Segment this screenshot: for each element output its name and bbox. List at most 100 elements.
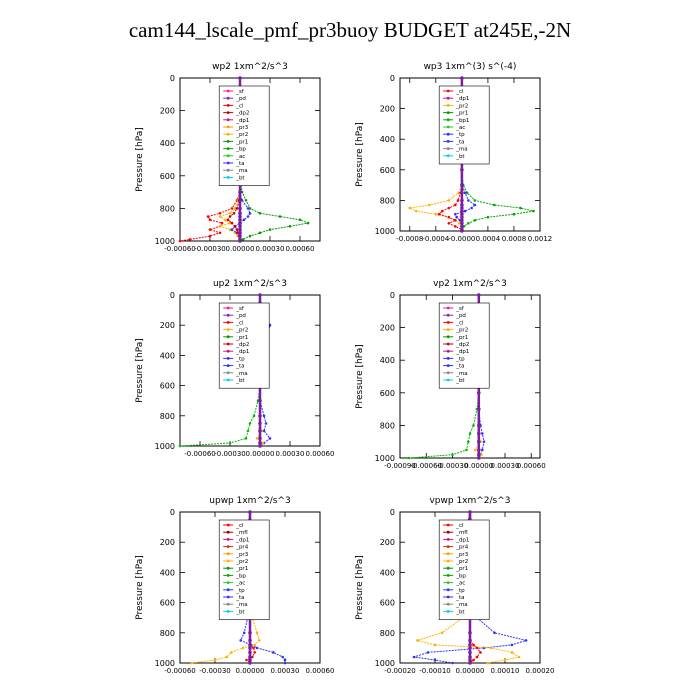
- data-point-bp: [465, 191, 469, 195]
- data-point-cl: [441, 209, 444, 213]
- y-tick-label: 1000: [375, 659, 395, 668]
- chart-panel-5: upwp 1xm^2/s^3 Pressure [hPa] 0 200 400 600 80…: [135, 496, 334, 675]
- panel-title: vpwp 1xm^2/s^3: [429, 496, 510, 506]
- legend-marker: [446, 89, 450, 93]
- legend-marker: [226, 306, 230, 310]
- data-point-bp: [467, 222, 470, 225]
- data-point-main: [468, 631, 472, 635]
- data-point-dp: [244, 437, 248, 440]
- data-point-tp: [481, 432, 484, 435]
- data-point-tp: [262, 429, 266, 433]
- data-point-pr2: [241, 646, 245, 650]
- data-point-tp: [268, 437, 272, 440]
- data-point-main: [238, 221, 242, 225]
- data-point-tp: [264, 422, 268, 425]
- data-point-cl: [454, 225, 457, 228]
- plot-frame: [179, 294, 321, 447]
- data-point-main: [460, 76, 464, 80]
- data-point-tp: [510, 643, 514, 647]
- data-point-bp: [473, 219, 477, 222]
- data-point-dp2: [235, 207, 239, 210]
- data-point-main: [468, 643, 472, 647]
- legend-marker: [226, 321, 230, 324]
- x-tick-label: 0.0012: [528, 235, 553, 243]
- y-tick-label: 0: [170, 74, 175, 83]
- data-point-cl: [252, 646, 255, 650]
- data-point-dp2: [235, 228, 239, 231]
- x-tick-label: -0.0004: [422, 235, 450, 243]
- data-point-main: [238, 214, 242, 219]
- data-point-main: [258, 398, 262, 403]
- panel-title: upwp 1xm^2/s^3: [209, 496, 290, 506]
- data-point-main: [460, 215, 464, 219]
- x-tick-label: 0.00000: [456, 667, 485, 675]
- data-point-main: [477, 407, 481, 411]
- legend-marker: [226, 125, 230, 129]
- data-point-tp: [281, 655, 285, 659]
- legend-entry: _pd: [455, 313, 466, 319]
- data-point-main: [468, 655, 472, 659]
- data-point-pr2: [228, 212, 232, 215]
- data-point-pr2: [416, 639, 419, 642]
- data-point-tp: [493, 631, 496, 635]
- data-point-pr1: [306, 221, 310, 225]
- data-point-pr2: [415, 209, 418, 213]
- legend-marker: [446, 125, 450, 129]
- y-tick-label: 400: [380, 568, 395, 577]
- legend-entry: _pr1: [235, 139, 248, 145]
- data-point-cl: [208, 218, 212, 222]
- legend-marker: [446, 104, 450, 107]
- legend-marker: [446, 574, 450, 577]
- legend-marker: [226, 610, 230, 613]
- data-point-ta: [230, 228, 234, 231]
- y-tick-label: 600: [160, 172, 175, 181]
- legend-entry: _ma: [235, 602, 247, 608]
- data-point-tp: [473, 203, 477, 207]
- legend-marker: [226, 140, 230, 143]
- data-point-main: [460, 168, 464, 172]
- data-point-pr1: [258, 231, 262, 235]
- legend-entry: _ac: [235, 154, 245, 160]
- data-point-pr2: [258, 639, 261, 642]
- legend-entry: _ac: [455, 581, 465, 587]
- data-point-main: [238, 227, 242, 232]
- data-point-main: [248, 655, 252, 659]
- data-point-main: [258, 429, 262, 433]
- y-axis-label: Pressure [hPa]: [135, 127, 145, 192]
- y-axis-label: Pressure [hPa]: [355, 555, 365, 620]
- legend-marker: [226, 357, 230, 360]
- data-point-cl: [178, 239, 182, 243]
- y-tick-label: 200: [160, 321, 175, 330]
- data-point-main: [238, 218, 242, 222]
- legend-entry: _dp1: [235, 349, 249, 355]
- data-point-pr2: [458, 222, 461, 225]
- data-point-pr1: [278, 215, 282, 218]
- y-tick-label: 600: [160, 382, 175, 391]
- data-point-pr1: [258, 212, 262, 215]
- legend-marker: [446, 321, 450, 324]
- data-point-tp: [463, 209, 467, 213]
- legend-entry: _pr1: [235, 335, 248, 341]
- x-tick-label: -0.00030: [194, 245, 225, 253]
- legend-marker: [226, 566, 230, 570]
- legend-marker: [226, 342, 230, 346]
- data-point-pr2: [428, 203, 431, 207]
- data-point-pr1: [288, 225, 292, 228]
- legend-marker: [226, 364, 230, 367]
- data-point-cl: [472, 658, 475, 662]
- data-point-main: [248, 646, 252, 650]
- y-tick-label: 800: [380, 629, 395, 638]
- data-point-main: [248, 638, 252, 643]
- data-point-main: [248, 643, 252, 647]
- data-point-main: [460, 198, 464, 203]
- data-point-tp: [283, 658, 287, 662]
- legend-entry: _sf: [235, 306, 245, 312]
- legend-entry: _ta: [455, 139, 464, 145]
- x-tick-label: 0.00060: [306, 667, 335, 675]
- legend-marker: [226, 581, 230, 584]
- legend-entry: _ma: [455, 371, 467, 377]
- legend-entry: _cl: [235, 103, 244, 109]
- data-point-main: [258, 441, 262, 445]
- data-point-main: [477, 431, 481, 436]
- x-tick-label: 0.00030: [256, 245, 285, 253]
